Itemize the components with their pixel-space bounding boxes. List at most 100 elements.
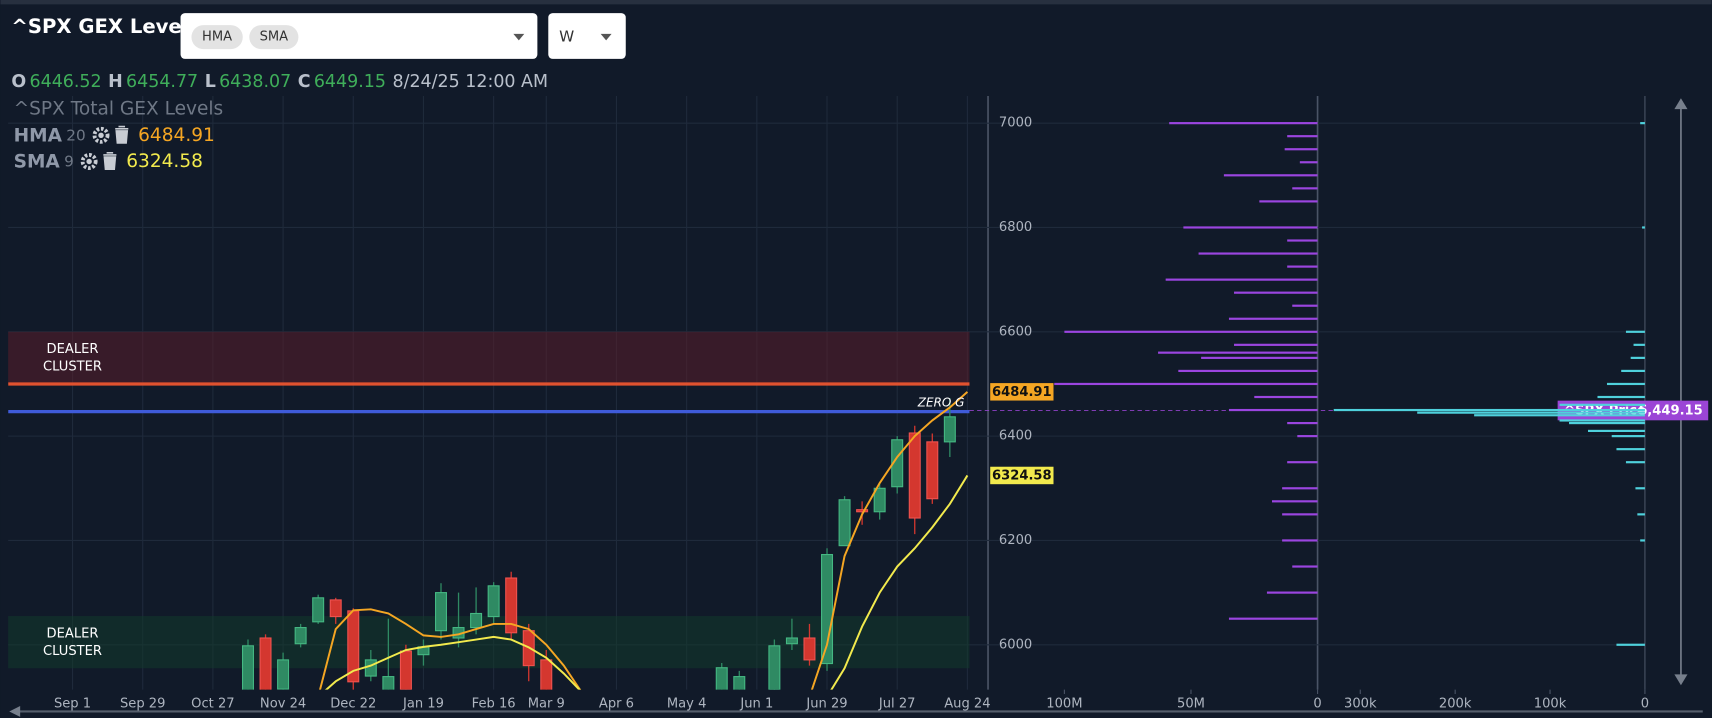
gex-bar	[1201, 356, 1318, 359]
x-tick-label: Aug 24	[944, 696, 990, 711]
gex-bar	[1287, 135, 1318, 138]
chip-label: HMA	[202, 30, 232, 45]
candle-body	[434, 592, 448, 632]
ohlc-value: 6454.77	[126, 72, 198, 92]
gex-bar	[1234, 343, 1318, 346]
gex-bar	[1282, 487, 1318, 490]
ohlc-label: L	[205, 72, 216, 92]
gex-bar	[1640, 539, 1645, 542]
delete-icon[interactable]	[115, 125, 129, 144]
candle-body	[821, 553, 834, 665]
gex-bar	[1287, 239, 1318, 242]
candle-body	[926, 441, 939, 500]
plot-area	[8, 382, 970, 690]
band-label-line: CLUSTER	[43, 359, 102, 374]
gex-bar	[1254, 395, 1318, 399]
x-tick-label: 100k	[1534, 696, 1567, 711]
x-tick-label: Sep 29	[120, 696, 165, 711]
gex-bar	[1625, 461, 1645, 464]
x-tick-label: 300k	[1344, 696, 1377, 711]
gex-bar	[1587, 429, 1645, 432]
ohlc-value: 6449.15	[314, 72, 386, 92]
gex-bar	[1169, 122, 1318, 125]
settings-icon[interactable]	[92, 126, 110, 144]
legend-value: 6324.58	[126, 151, 203, 172]
indicator-tag	[990, 383, 1054, 401]
gex-bar	[1228, 617, 1318, 620]
ohlc-readout: O 6446.52 H 6454.77 L 6438.07 C 6449.15 8/24/25 …	[11, 72, 548, 92]
chip[interactable]	[249, 25, 299, 50]
gex-bar	[1611, 435, 1645, 438]
candle-body	[715, 667, 728, 690]
candle-body	[382, 676, 395, 690]
gex-bar	[1234, 291, 1318, 294]
y-tick-label: 7000	[999, 116, 1032, 131]
chip[interactable]	[191, 25, 243, 50]
settings-icon-hub	[98, 132, 104, 139]
scroll-arrow[interactable]	[9, 705, 21, 717]
indicator-line	[319, 391, 969, 690]
gex-bar	[1642, 226, 1645, 229]
legend-series: HMA	[14, 125, 63, 146]
gex-bar	[1228, 317, 1318, 320]
legend-period: 20	[66, 126, 85, 144]
delete-icon[interactable]	[103, 151, 117, 170]
candle-body	[908, 432, 921, 519]
candle-body	[294, 627, 307, 645]
gex-bar	[1183, 226, 1318, 229]
gex-bar	[1292, 304, 1318, 307]
gex-bar	[1474, 414, 1645, 417]
chip-label: SMA	[260, 30, 289, 45]
gex-bar	[1266, 591, 1318, 594]
top-bar	[0, 0, 1712, 5]
x-tick-label: Dec 22	[330, 696, 376, 711]
x-tick-label: Jun 29	[805, 696, 847, 711]
interval-select[interactable]	[548, 13, 626, 59]
gex-bar	[1299, 161, 1318, 164]
ohlc-value: 6438.07	[219, 72, 291, 92]
gex-bar	[1637, 513, 1645, 516]
gex-bar	[1333, 408, 1645, 412]
gex-bar	[1287, 421, 1318, 425]
gex-bar	[1297, 435, 1318, 438]
dropdown-caret	[600, 33, 612, 41]
indicator-tag	[990, 466, 1054, 485]
gex-bar	[1198, 252, 1318, 255]
y-tick-label: 6400	[999, 429, 1032, 444]
x-tick-label: Feb 16	[472, 696, 516, 711]
band-label-line: CLUSTER	[43, 643, 102, 658]
legend-title: ^SPX Total GEX Levels	[14, 99, 224, 120]
indicator-line	[324, 474, 969, 690]
gex-bar	[1640, 122, 1645, 125]
candle-body	[540, 659, 553, 690]
dealer-cluster-band	[8, 331, 970, 384]
x-tick-label: Oct 27	[191, 696, 234, 711]
settings-icon-hub	[86, 158, 92, 165]
legend-series: SMA	[14, 151, 61, 172]
x-tick-label: Jan 19	[402, 696, 444, 711]
indicator-tag-label: 6324.58	[992, 469, 1052, 484]
interval-label: W	[559, 28, 574, 46]
ohlc-label: O	[11, 72, 26, 92]
settings-icon[interactable]	[80, 153, 98, 170]
candle-body	[891, 439, 904, 488]
indicator-tag-label: 6484.91	[992, 385, 1052, 400]
band-label: DEALER CLUSTER	[43, 342, 102, 374]
candle-body	[733, 676, 746, 690]
candle-body	[838, 499, 851, 547]
y-tick-label: 6200	[999, 533, 1032, 548]
band-label-line: DEALER	[47, 342, 99, 357]
ohlc-label: C	[298, 72, 311, 92]
gex-bar	[1635, 487, 1645, 490]
gex-bar	[1054, 382, 1318, 386]
x-tick-label: Sep 1	[54, 696, 91, 711]
x-tick-label: Jul 27	[878, 696, 916, 711]
gex-bar	[1287, 461, 1318, 464]
gex-bar	[1165, 278, 1318, 281]
candle-body	[399, 650, 412, 690]
gex-bar	[1287, 265, 1318, 268]
gex-bar	[1630, 356, 1645, 359]
app-title: ^SPX GEX Levels	[11, 15, 200, 38]
